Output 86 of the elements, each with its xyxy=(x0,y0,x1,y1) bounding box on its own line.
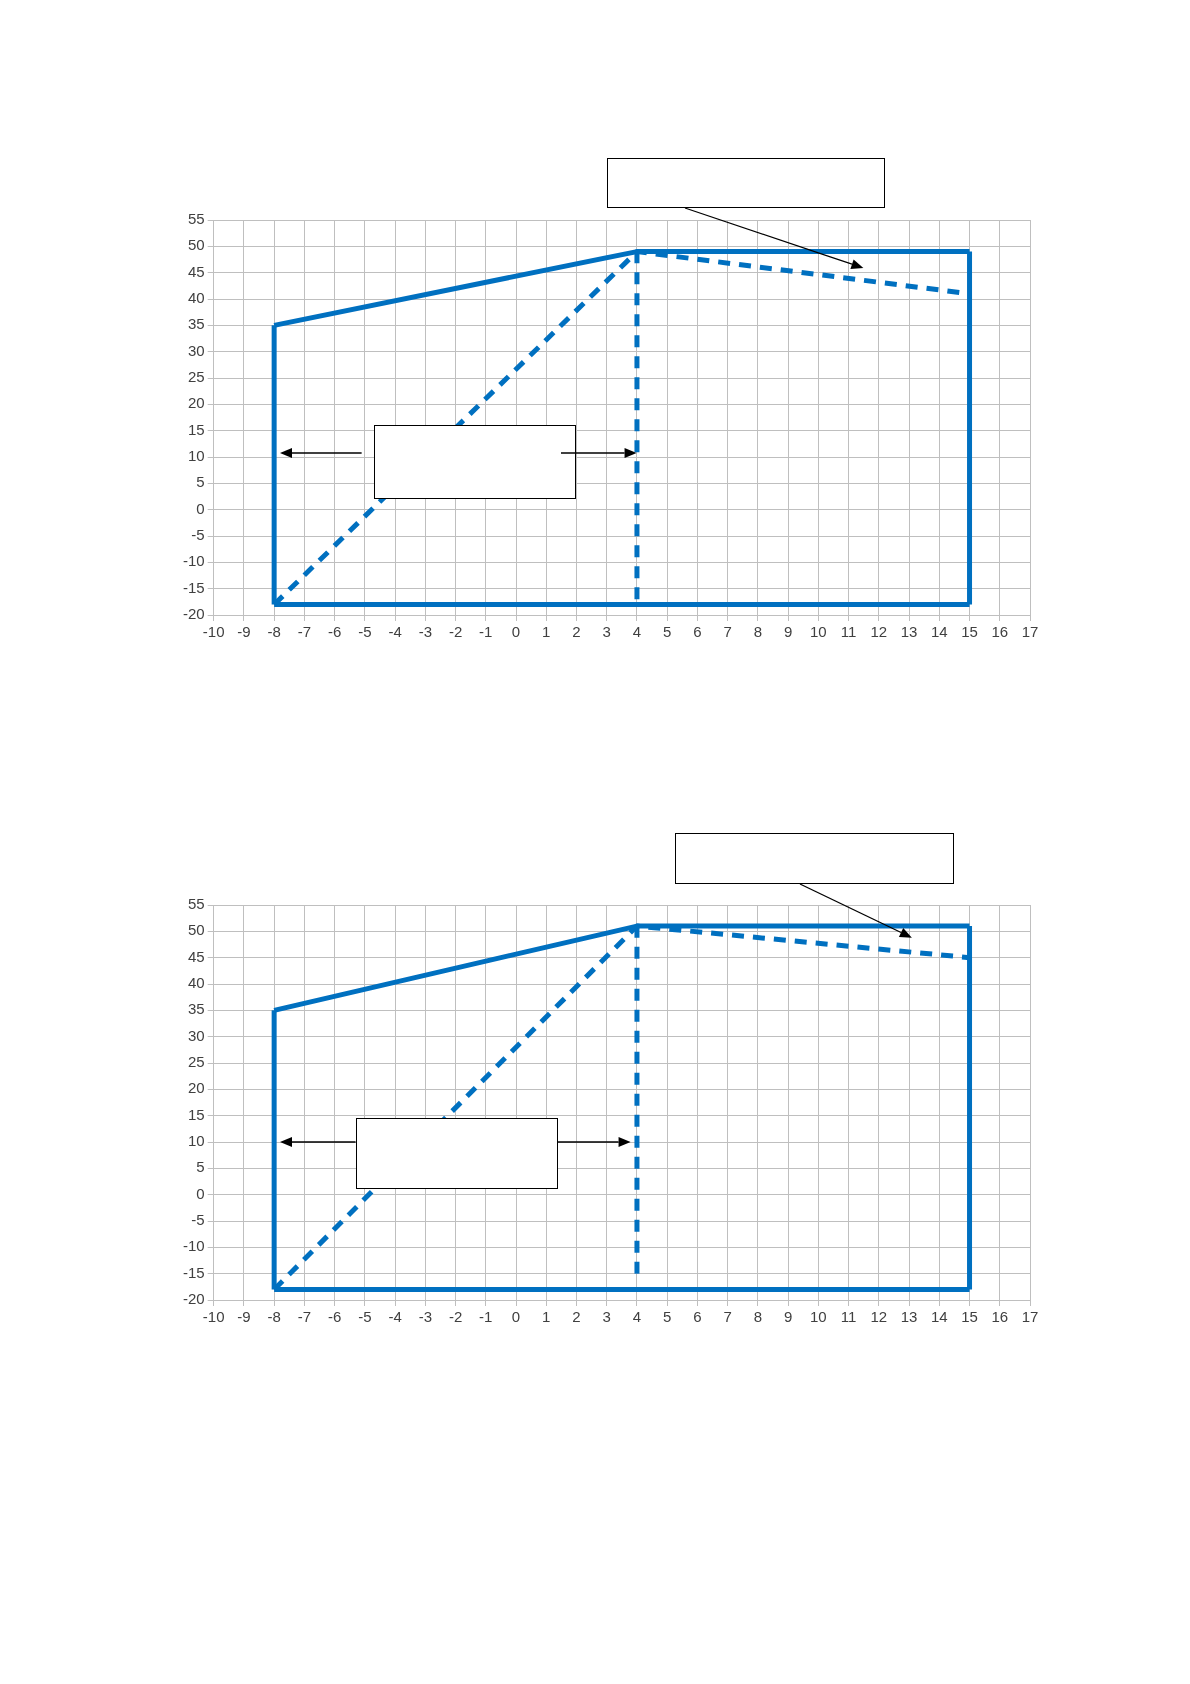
x-tick-label: -6 xyxy=(327,623,342,641)
y-tick-label: 20 xyxy=(187,394,205,412)
x-tick-label: -3 xyxy=(418,1308,432,1326)
x-tick-label: -5 xyxy=(358,1308,372,1326)
x-tick-label: -9 xyxy=(237,623,251,641)
x-tick-label: 7 xyxy=(723,623,732,641)
x-tick-label: -7 xyxy=(297,623,312,641)
x-tick-label: 0 xyxy=(511,1308,521,1326)
x-tick-label: 5 xyxy=(663,1308,672,1326)
y-tick-label: 50 xyxy=(187,236,205,254)
y-tick-label: 15 xyxy=(187,420,205,438)
x-tick-label: -4 xyxy=(388,1308,402,1326)
y-tick-label: 0 xyxy=(196,499,205,517)
x-tick-label: 12 xyxy=(870,1308,888,1326)
x-tick-label: 13 xyxy=(900,1308,918,1326)
y-tick-label: 40 xyxy=(187,974,205,992)
y-tick-label: 30 xyxy=(187,1026,205,1044)
x-tick-label: -9 xyxy=(237,1308,251,1326)
x-tick-label: -5 xyxy=(358,623,372,641)
x-tick-label: 5 xyxy=(663,623,672,641)
y-tick-label: 55 xyxy=(187,210,205,228)
y-tick-label: -20 xyxy=(182,605,205,623)
y-tick-label: 45 xyxy=(187,947,205,965)
y-tick-label: -10 xyxy=(182,1237,205,1255)
x-tick-label: 2 xyxy=(572,623,581,641)
x-tick-label: 15 xyxy=(961,1308,978,1326)
y-tick-label: 25 xyxy=(187,1053,205,1071)
x-tick-label: 11 xyxy=(840,623,857,641)
y-tick-label: 35 xyxy=(187,1000,205,1018)
x-tick-label: 11 xyxy=(840,1308,857,1326)
x-tick-label: -4 xyxy=(388,623,402,641)
x-tick-label: 6 xyxy=(693,1308,702,1326)
x-tick-label: 10 xyxy=(810,623,827,641)
y-tick-label: 55 xyxy=(187,895,205,913)
x-tick-label: -1 xyxy=(479,623,493,641)
x-tick-label: 2 xyxy=(572,1308,581,1326)
x-tick-label: 0 xyxy=(511,623,521,641)
y-tick-label: 30 xyxy=(187,341,205,359)
y-tick-label: 40 xyxy=(187,289,205,307)
x-tick-label: 9 xyxy=(783,623,793,641)
y-tick-label: 10 xyxy=(187,1132,205,1150)
x-tick-label: 1 xyxy=(542,1308,551,1326)
x-tick-label: -2 xyxy=(448,1308,463,1326)
y-tick-label: 25 xyxy=(187,368,205,386)
x-tick-label: 9 xyxy=(783,1308,793,1326)
x-tick-label: 8 xyxy=(753,1308,763,1326)
x-tick-label: -3 xyxy=(418,623,432,641)
y-tick-label: -15 xyxy=(182,1263,205,1281)
x-tick-label: -2 xyxy=(448,623,463,641)
x-tick-label: 8 xyxy=(753,623,763,641)
x-tick-label: 10 xyxy=(810,1308,827,1326)
y-tick-label: -5 xyxy=(191,526,205,544)
x-tick-label: 3 xyxy=(602,623,611,641)
y-tick-label: -5 xyxy=(191,1211,205,1229)
x-tick-label: -1 xyxy=(479,1308,493,1326)
y-tick-label: 45 xyxy=(187,262,205,280)
x-tick-label: -8 xyxy=(267,623,281,641)
x-tick-label: 17 xyxy=(1021,1308,1039,1326)
x-tick-label: 14 xyxy=(930,623,948,641)
y-tick-label: 5 xyxy=(196,473,205,491)
x-tick-label: 4 xyxy=(632,1308,642,1326)
y-tick-label: 35 xyxy=(187,315,205,333)
x-tick-label: 1 xyxy=(542,623,551,641)
x-tick-label: 4 xyxy=(632,623,642,641)
y-tick-label: 0 xyxy=(196,1184,205,1202)
x-tick-label: 6 xyxy=(693,623,702,641)
x-tick-label: 7 xyxy=(723,1308,732,1326)
x-tick-label: -8 xyxy=(267,1308,281,1326)
x-tick-label: -7 xyxy=(297,1308,312,1326)
y-tick-label: 50 xyxy=(187,921,205,939)
y-tick-label: -15 xyxy=(182,578,205,596)
y-tick-label: 20 xyxy=(187,1079,205,1097)
y-tick-label: 5 xyxy=(196,1158,205,1176)
x-tick-label: 14 xyxy=(930,1308,948,1326)
x-tick-label: 16 xyxy=(991,1308,1009,1326)
y-tick-label: 15 xyxy=(187,1105,205,1123)
x-tick-label: 13 xyxy=(900,623,918,641)
y-tick-label: 10 xyxy=(187,447,205,465)
x-tick-label: 16 xyxy=(991,623,1009,641)
x-tick-label: 12 xyxy=(870,623,888,641)
x-tick-label: 17 xyxy=(1021,623,1039,641)
x-tick-label: 3 xyxy=(602,1308,611,1326)
y-tick-label: -20 xyxy=(182,1290,205,1308)
x-tick-label: 15 xyxy=(961,623,978,641)
x-tick-label: -6 xyxy=(327,1308,342,1326)
y-tick-label: -10 xyxy=(182,552,205,570)
